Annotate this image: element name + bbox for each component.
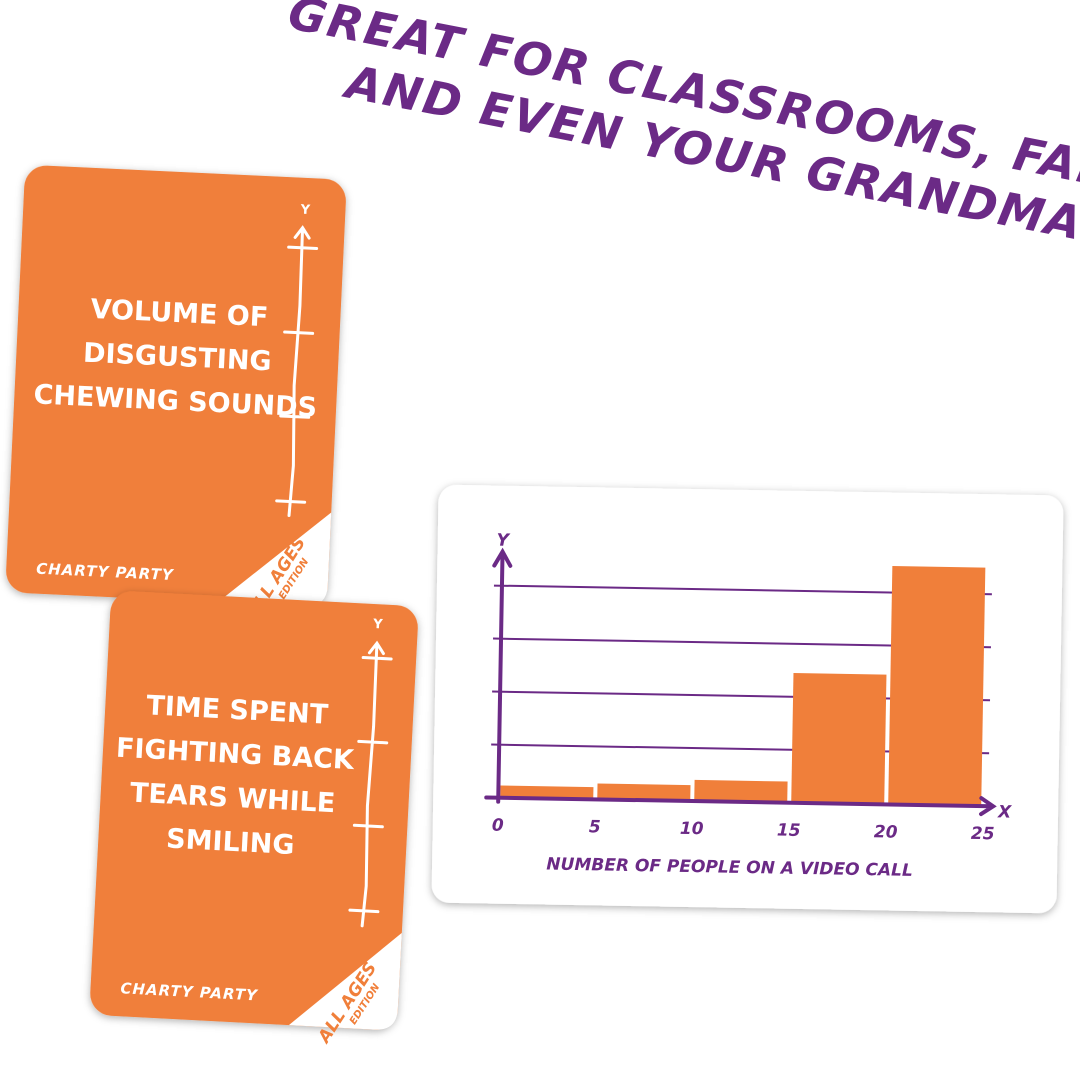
axis-name: Y <box>496 531 510 551</box>
card-face <box>90 591 418 1030</box>
y-axis <box>492 547 513 804</box>
x-tick-label: 20 <box>874 822 898 842</box>
card-axis <box>348 640 393 928</box>
x-axis <box>484 795 997 817</box>
axis-name: X <box>997 802 1012 822</box>
card-axis-label: Y <box>372 617 384 633</box>
x-tick-label: 10 <box>680 819 704 839</box>
bar <box>888 566 986 807</box>
x-tick-label: 25 <box>971 824 995 844</box>
headline: GREAT FOR CLASSROOMS, FAMILIES, AND EVEN… <box>284 0 1080 251</box>
card-prompt: SMILING <box>165 823 295 861</box>
x-tick-label: 15 <box>777 821 801 841</box>
corner <box>288 932 402 1030</box>
bar <box>597 783 691 802</box>
x-tick-label: 5 <box>589 817 601 837</box>
card-axis <box>275 225 319 517</box>
bar <box>694 779 788 803</box>
card-axis-label: Y <box>299 203 311 219</box>
bar <box>791 672 887 805</box>
corner <box>217 512 332 607</box>
card-face <box>6 165 346 607</box>
x-tick-label: 0 <box>492 816 504 836</box>
bar <box>500 785 594 800</box>
